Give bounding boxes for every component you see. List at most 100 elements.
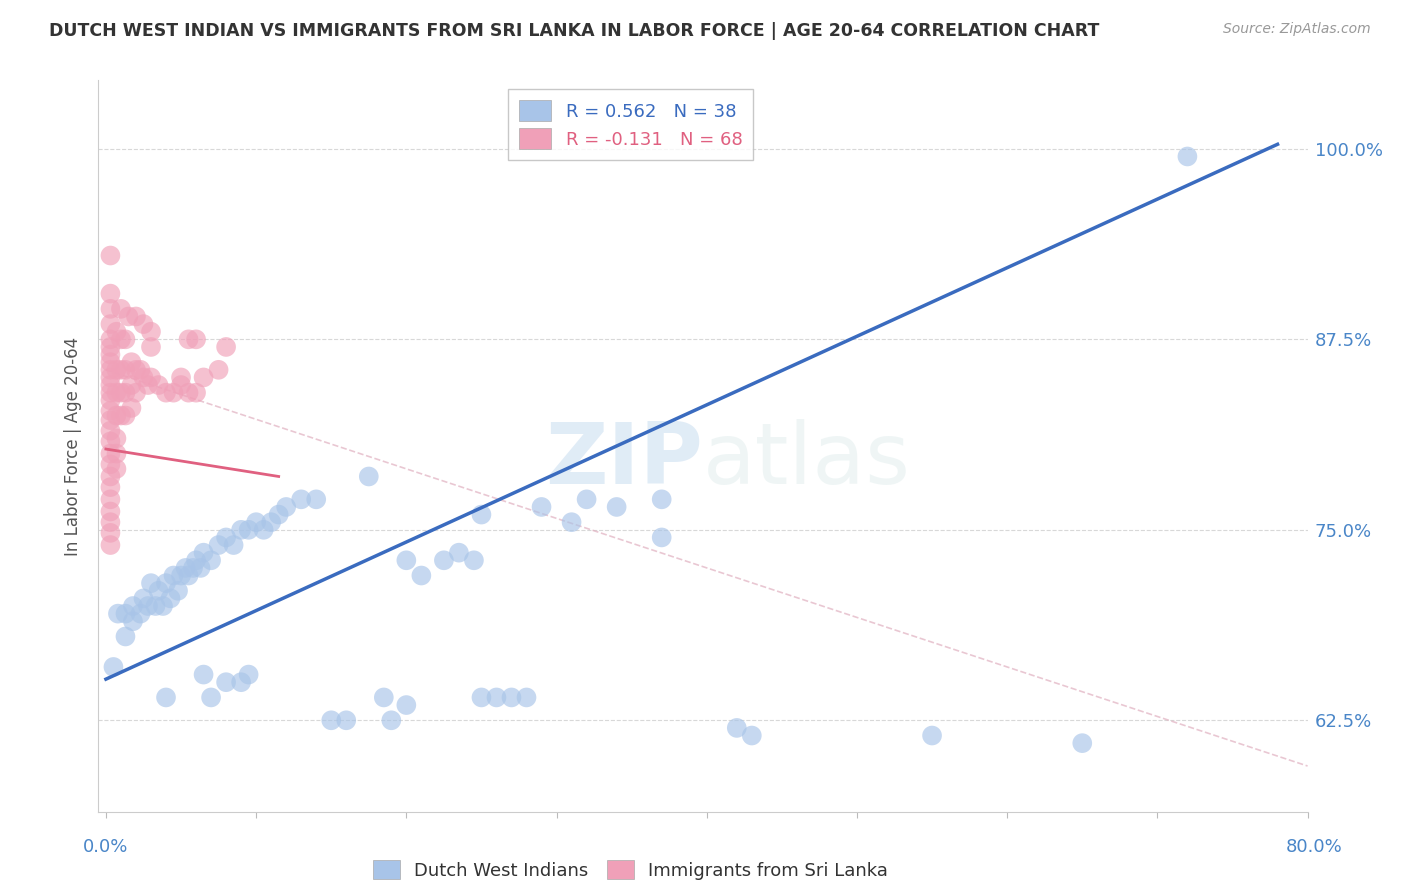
Point bbox=[463, 553, 485, 567]
Point bbox=[114, 607, 136, 621]
Point bbox=[253, 523, 276, 537]
Point bbox=[155, 576, 177, 591]
Point bbox=[100, 393, 122, 408]
Point bbox=[470, 508, 492, 522]
Point bbox=[321, 714, 343, 728]
Y-axis label: In Labor Force | Age 20-64: In Labor Force | Age 20-64 bbox=[65, 336, 83, 556]
Point bbox=[357, 469, 380, 483]
Point bbox=[100, 301, 122, 316]
Point bbox=[100, 340, 122, 354]
Point bbox=[229, 523, 252, 537]
Point bbox=[651, 530, 673, 544]
Point bbox=[125, 310, 148, 324]
Point bbox=[121, 378, 143, 392]
Point bbox=[139, 576, 162, 591]
Point bbox=[114, 385, 136, 400]
Point bbox=[100, 363, 122, 377]
Point bbox=[100, 515, 122, 529]
Point bbox=[561, 515, 583, 529]
Point bbox=[530, 500, 553, 514]
Point bbox=[100, 248, 122, 262]
Point bbox=[114, 332, 136, 346]
Legend: R = 0.562   N = 38, R = -0.131   N = 68: R = 0.562 N = 38, R = -0.131 N = 68 bbox=[508, 89, 754, 160]
Point bbox=[411, 568, 433, 582]
Point bbox=[100, 370, 122, 384]
Point bbox=[122, 599, 145, 613]
Point bbox=[148, 583, 170, 598]
Point bbox=[100, 378, 122, 392]
Point bbox=[155, 385, 177, 400]
Point bbox=[110, 301, 132, 316]
Point bbox=[100, 457, 122, 471]
Point bbox=[433, 553, 456, 567]
Point bbox=[100, 434, 122, 449]
Point bbox=[200, 690, 222, 705]
Point bbox=[193, 546, 215, 560]
Point bbox=[215, 675, 238, 690]
Point bbox=[485, 690, 508, 705]
Point bbox=[136, 599, 159, 613]
Point bbox=[110, 363, 132, 377]
Point bbox=[177, 332, 200, 346]
Point bbox=[132, 591, 155, 606]
Point bbox=[380, 714, 402, 728]
Point bbox=[267, 508, 290, 522]
Point bbox=[215, 340, 238, 354]
Point bbox=[200, 553, 222, 567]
Point bbox=[105, 363, 128, 377]
Point bbox=[152, 599, 174, 613]
Point bbox=[174, 561, 197, 575]
Point bbox=[100, 332, 122, 346]
Point bbox=[129, 363, 152, 377]
Point bbox=[207, 363, 229, 377]
Point bbox=[741, 729, 763, 743]
Point bbox=[515, 690, 537, 705]
Point bbox=[105, 409, 128, 423]
Point bbox=[100, 538, 122, 552]
Point bbox=[105, 431, 128, 445]
Point bbox=[170, 378, 193, 392]
Point bbox=[100, 404, 122, 418]
Point bbox=[177, 385, 200, 400]
Point bbox=[110, 409, 132, 423]
Text: atlas: atlas bbox=[703, 419, 911, 502]
Point bbox=[100, 504, 122, 518]
Point bbox=[470, 690, 492, 705]
Point bbox=[121, 401, 143, 415]
Point bbox=[100, 286, 122, 301]
Point bbox=[105, 462, 128, 476]
Point bbox=[122, 614, 145, 628]
Point bbox=[105, 447, 128, 461]
Point bbox=[335, 714, 357, 728]
Point bbox=[190, 561, 212, 575]
Text: 80.0%: 80.0% bbox=[1286, 838, 1343, 855]
Point bbox=[184, 553, 207, 567]
Point bbox=[162, 385, 184, 400]
Point bbox=[148, 378, 170, 392]
Point bbox=[100, 469, 122, 483]
Point bbox=[110, 385, 132, 400]
Point bbox=[222, 538, 245, 552]
Point bbox=[117, 310, 139, 324]
Point bbox=[145, 599, 167, 613]
Point bbox=[107, 607, 129, 621]
Point bbox=[114, 630, 136, 644]
Point bbox=[276, 500, 298, 514]
Point bbox=[229, 675, 252, 690]
Point bbox=[103, 660, 125, 674]
Point bbox=[159, 591, 181, 606]
Point bbox=[100, 525, 122, 540]
Point bbox=[921, 729, 943, 743]
Point bbox=[105, 385, 128, 400]
Point bbox=[136, 378, 159, 392]
Point bbox=[290, 492, 312, 507]
Point bbox=[100, 447, 122, 461]
Point bbox=[184, 332, 207, 346]
Point bbox=[100, 347, 122, 362]
Point bbox=[121, 355, 143, 369]
Point bbox=[100, 317, 122, 331]
Point bbox=[139, 340, 162, 354]
Point bbox=[184, 385, 207, 400]
Point bbox=[177, 568, 200, 582]
Point bbox=[100, 492, 122, 507]
